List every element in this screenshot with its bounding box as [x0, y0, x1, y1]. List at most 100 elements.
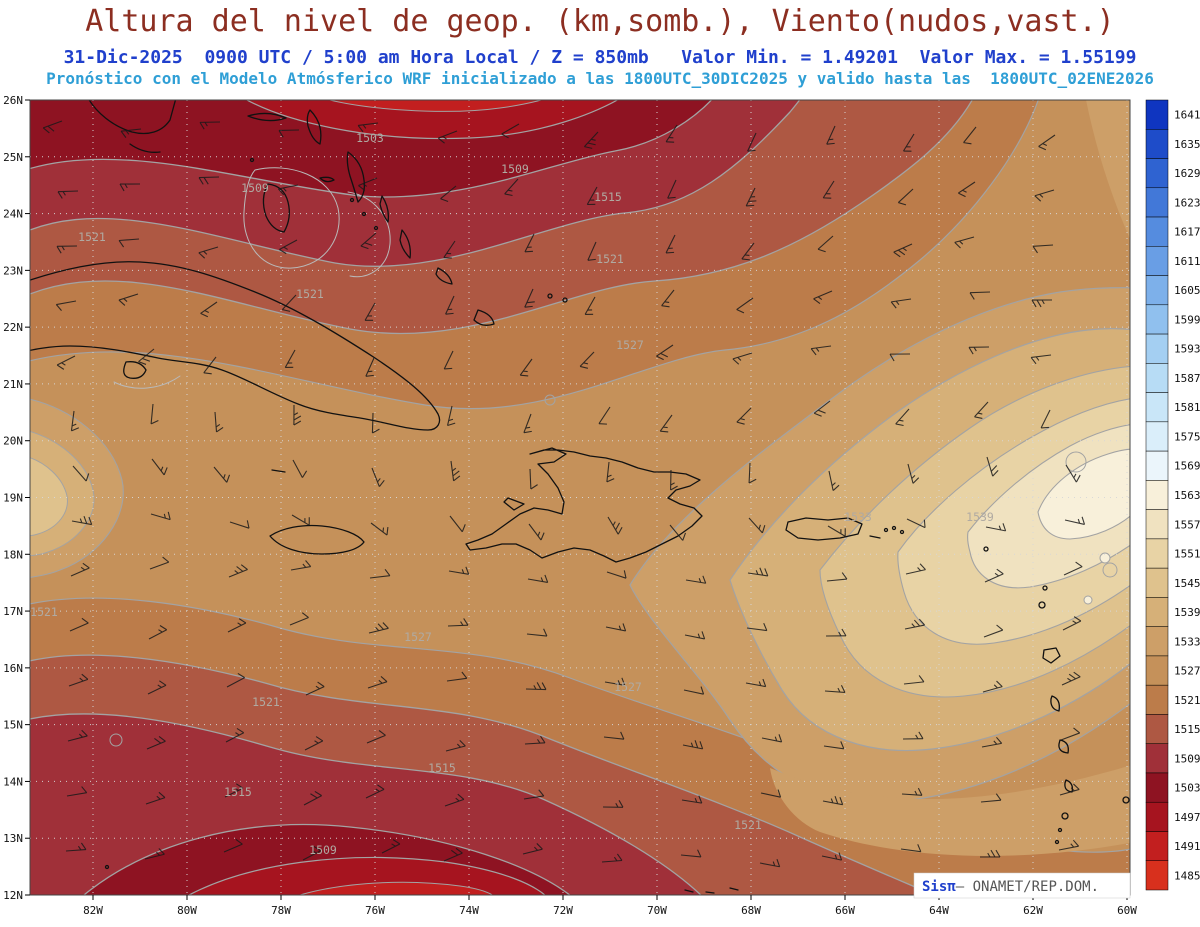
- lon-label: 60W: [1117, 904, 1137, 917]
- colorbar-segment: [1145, 743, 1169, 774]
- colorbar-segment: [1145, 129, 1169, 159]
- colorbar-segment: [1145, 772, 1169, 803]
- colorbar-segment: [1145, 567, 1169, 598]
- lat-label: 26N: [3, 94, 23, 107]
- contour-label: 1521: [30, 605, 58, 619]
- minor-contours: [109, 394, 1118, 747]
- colorbar-label: 1569: [1174, 460, 1200, 473]
- watermark-brand: Sis: [922, 879, 947, 895]
- colorbar-label: 1515: [1174, 723, 1200, 736]
- contour-label: 1539: [966, 510, 994, 524]
- contour-label: 1509: [309, 843, 337, 857]
- lon-label: 64W: [929, 904, 949, 917]
- colorbar-segment: [1145, 363, 1169, 393]
- colorbar-segment: [1145, 831, 1169, 861]
- colorbar-label: 1551: [1174, 548, 1200, 561]
- lat-label: 20N: [3, 435, 23, 448]
- lat-label: 14N: [3, 775, 23, 788]
- colorbar-segment: [1145, 216, 1169, 247]
- colorbar-label: 1521: [1174, 694, 1200, 707]
- colorbar: 1641 1635 1629 1623 1617 1611 1605 1599 1593 1587…: [1145, 99, 1200, 891]
- lat-label: 19N: [3, 492, 23, 505]
- wind-barbs: [42, 120, 1086, 868]
- colorbar-label: 1545: [1174, 577, 1200, 590]
- colorbar-label: 1485: [1174, 869, 1200, 882]
- lon-label: 74W: [459, 904, 479, 917]
- contour-label: 1503: [356, 131, 384, 145]
- latlon-grid: [30, 100, 1130, 895]
- contour-label: 1521: [296, 287, 324, 301]
- contour-label: 1515: [428, 761, 456, 775]
- colorbar-label: 1539: [1174, 606, 1200, 619]
- contour-label: 1509: [241, 181, 269, 195]
- lon-label: 62W: [1023, 904, 1043, 917]
- colorbar-label: 1605: [1174, 284, 1200, 297]
- colorbar-segment: [1145, 304, 1169, 335]
- lat-label: 15N: [3, 719, 23, 732]
- colorbar-segment: [1145, 714, 1169, 744]
- colorbar-label: 1641: [1174, 109, 1200, 122]
- contour-label: 1527: [404, 630, 432, 644]
- subtitle-model: Pronóstico con el Modelo Atmósferico WRF…: [46, 69, 1154, 88]
- colorbar-segment: [1145, 421, 1169, 452]
- lat-label: 16N: [3, 662, 23, 675]
- svg-text:Sisπ– ONAMET/REP.DOM.: Sisπ– ONAMET/REP.DOM.: [922, 879, 1099, 895]
- colorbar-segment: [1145, 333, 1169, 364]
- lon-label: 78W: [271, 904, 291, 917]
- lat-label: 24N: [3, 208, 23, 221]
- colorbar-label: 1611: [1174, 255, 1200, 268]
- lon-label: 82W: [83, 904, 103, 917]
- contour-label: 1509: [501, 162, 529, 176]
- lat-label: 21N: [3, 378, 23, 391]
- contour-label: 1521: [78, 230, 106, 244]
- lon-label: 66W: [835, 904, 855, 917]
- colorbar-label: 1623: [1174, 196, 1200, 209]
- contour-label: 1521: [734, 818, 762, 832]
- colorbar-label: 1509: [1174, 752, 1200, 765]
- colorbar-segment: [1145, 538, 1169, 569]
- colorbar-segment: [1145, 392, 1169, 423]
- colorbar-label: 1563: [1174, 489, 1200, 502]
- colorbar-label: 1635: [1174, 138, 1200, 151]
- axes: 26N 25N 24N 23N 22N 21N 20N 19N 18N 17N 16N 15N 14N 1…: [3, 94, 1137, 917]
- lat-label: 23N: [3, 264, 23, 277]
- lon-label: 70W: [647, 904, 667, 917]
- contour-labels: 1503 1509 1509 1515 1521 1521 1521 1527 1533 1539…: [30, 131, 994, 857]
- colorbar-segment: [1145, 480, 1169, 510]
- lat-label: 25N: [3, 151, 23, 164]
- lat-label: 12N: [3, 889, 23, 902]
- colorbar-label: 1557: [1174, 518, 1200, 531]
- colorbar-label: 1593: [1174, 343, 1200, 356]
- colorbar-segment: [1145, 158, 1169, 189]
- colorbar-label: 1629: [1174, 167, 1200, 180]
- coastlines: [30, 100, 1130, 894]
- colorbar-label: 1587: [1174, 372, 1200, 385]
- lon-label: 72W: [553, 904, 573, 917]
- contour-label: 1527: [616, 338, 644, 352]
- colorbar-segment: [1145, 187, 1169, 218]
- subtitle-datetime: 31-Dic-2025 0900 UTC / 5:00 am Hora Loca…: [63, 47, 1137, 68]
- colorbar-label: 1503: [1174, 782, 1200, 795]
- colorbar-segment: [1145, 246, 1169, 276]
- contour-label: 1521: [252, 695, 280, 709]
- colorbar-label: 1533: [1174, 635, 1200, 648]
- watermark-pi-icon: π: [947, 879, 956, 895]
- lat-label: 17N: [3, 605, 23, 618]
- colorbar-label: 1497: [1174, 811, 1200, 824]
- lat-label: 18N: [3, 548, 23, 561]
- contour-label: 1533: [844, 510, 872, 524]
- contour-label: 1515: [594, 190, 622, 204]
- colorbar-label: 1581: [1174, 401, 1200, 414]
- watermark: Sisπ– ONAMET/REP.DOM.: [913, 872, 1131, 899]
- colorbar-segment: [1145, 597, 1169, 627]
- colorbar-segment: [1145, 684, 1169, 715]
- watermark-org: – ONAMET/REP.DOM.: [956, 879, 1099, 895]
- field-shading: [30, 100, 1130, 895]
- colorbar-segment: [1145, 275, 1169, 306]
- contour-label: 1521: [596, 252, 624, 266]
- colorbar-label: 1491: [1174, 840, 1200, 853]
- lon-label: 80W: [177, 904, 197, 917]
- colorbar-segment: [1145, 450, 1169, 481]
